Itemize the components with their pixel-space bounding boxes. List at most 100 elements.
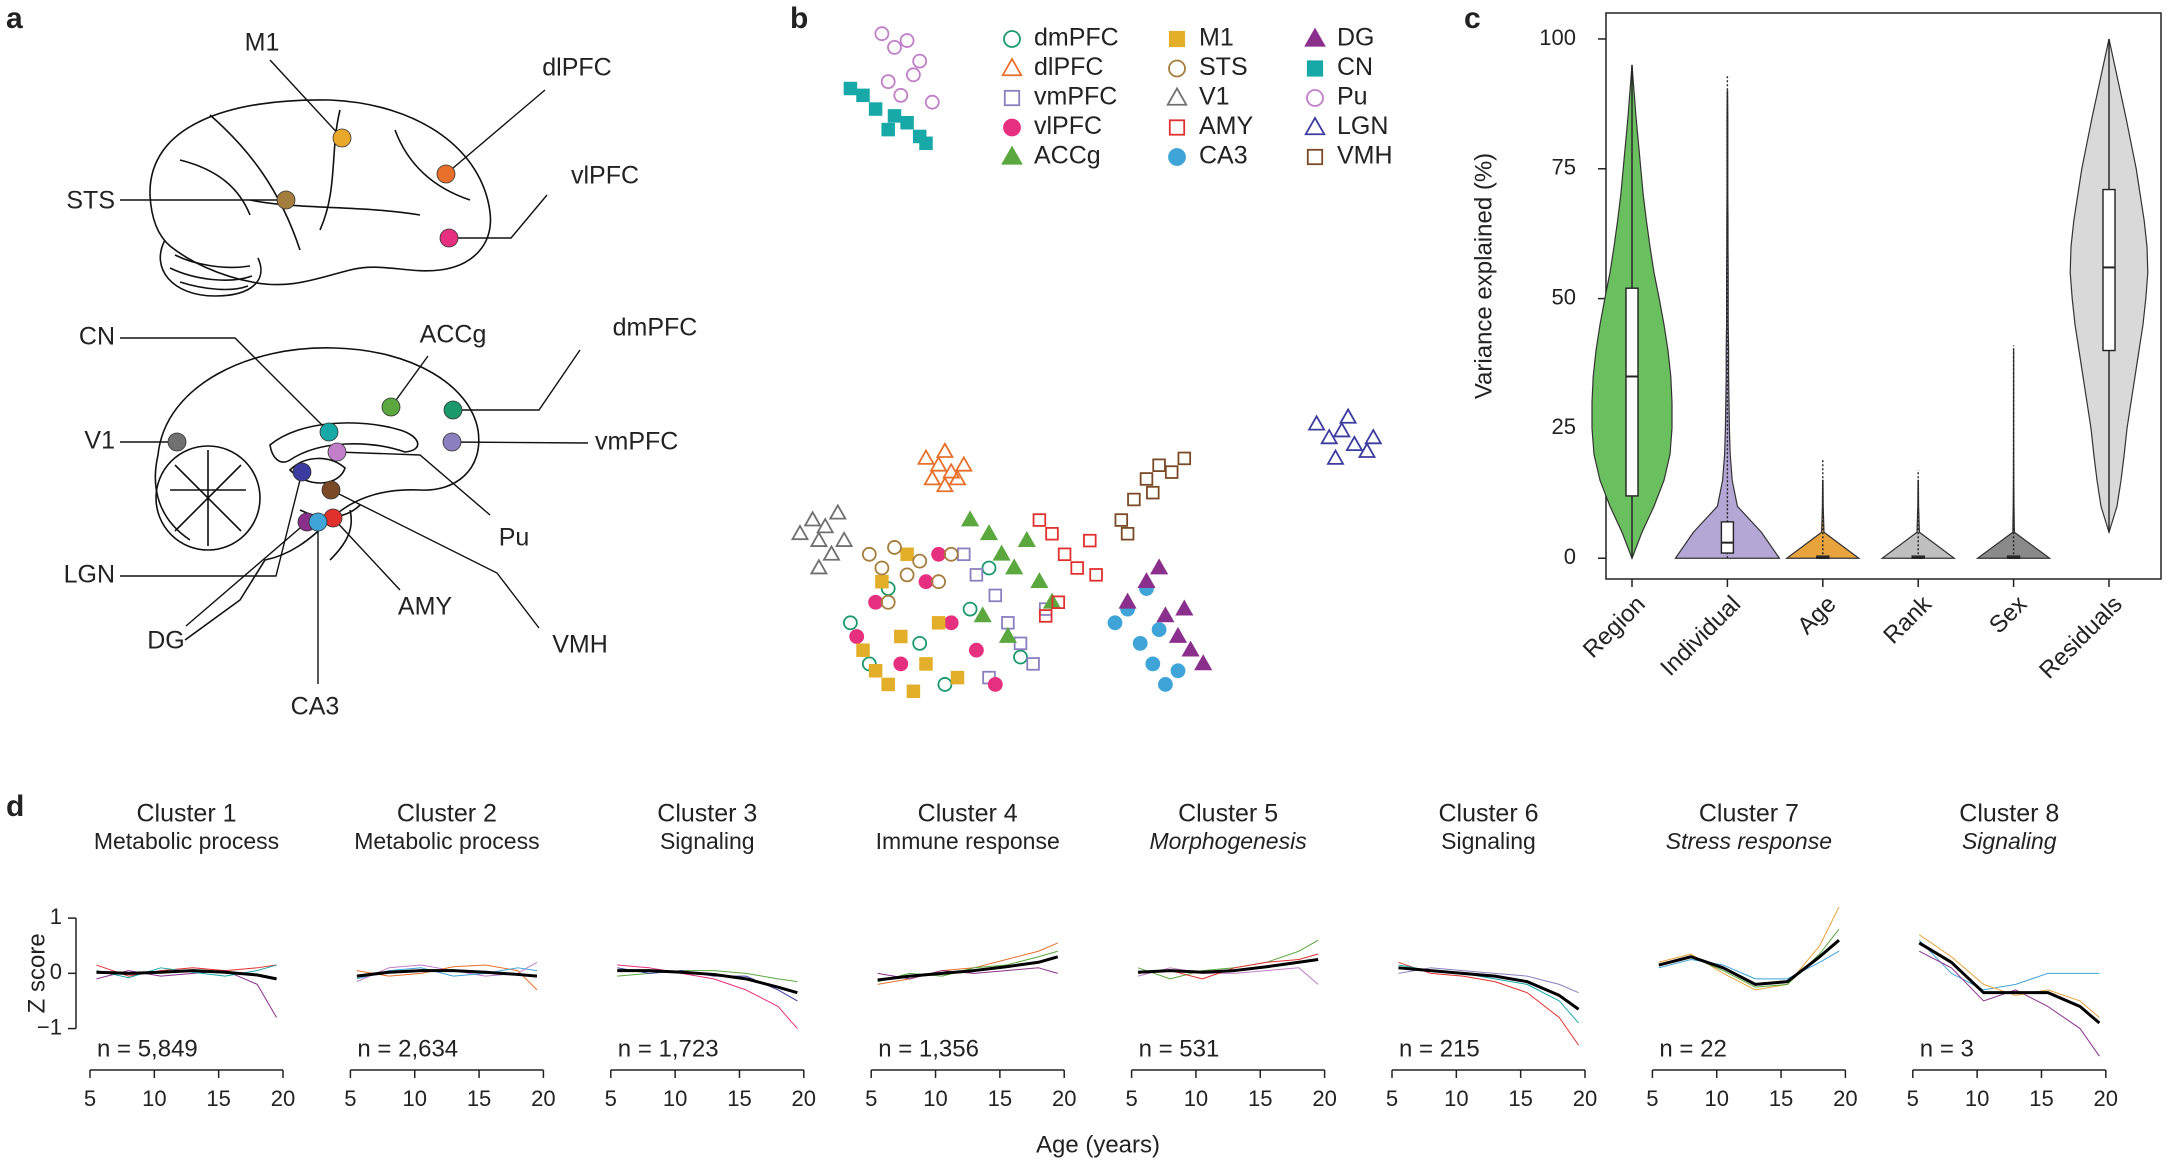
- legend-symbol: [1306, 89, 1324, 107]
- scatter-point: [1170, 663, 1186, 679]
- cluster-line: [356, 969, 538, 978]
- scatter-point: [998, 626, 1017, 643]
- y-tick-label: 0: [1564, 544, 1576, 569]
- legend-label: LGN: [1337, 112, 1388, 140]
- scatter-point: [1114, 513, 1129, 527]
- scatter-point: [1320, 428, 1339, 445]
- scatter-point: [954, 455, 973, 472]
- box: [1625, 287, 1639, 497]
- scatter-point: [1156, 606, 1175, 623]
- x-tick-label: 20: [1312, 1086, 1336, 1111]
- region-dot: [442, 432, 462, 452]
- scatter-point: [942, 462, 961, 479]
- x-tick-label: 10: [142, 1086, 166, 1111]
- n-label: n = 5,849: [97, 1035, 198, 1062]
- x-tick-label: 15: [467, 1086, 491, 1111]
- scatter-point: [1089, 568, 1103, 582]
- scatter-point: [843, 81, 858, 96]
- panel-label: c: [1464, 2, 1481, 35]
- region-dot: [167, 432, 187, 452]
- region-dot: [332, 128, 352, 148]
- x-tick-label: Region: [1578, 591, 1651, 664]
- cluster-title: Cluster 8: [1959, 800, 2059, 828]
- scatter-point: [988, 588, 1003, 603]
- cluster-title: Cluster 7: [1699, 800, 1799, 828]
- leader-line: [120, 471, 303, 577]
- scatter-point: [1132, 635, 1148, 651]
- x-tick-label: Residuals: [2034, 591, 2128, 685]
- brain-drawing: [149, 99, 492, 641]
- cluster-line: [96, 970, 277, 1018]
- y-tick-label: 75: [1552, 155, 1576, 180]
- cluster-line: [356, 967, 538, 980]
- scatter-point: [899, 567, 915, 583]
- scatter-point: [822, 544, 841, 561]
- scatter-point: [894, 629, 908, 644]
- scatter-point: [948, 469, 967, 486]
- y-tick-label: 50: [1552, 284, 1576, 309]
- scatter-point: [1127, 492, 1141, 507]
- cluster-title: Cluster 5: [1178, 800, 1278, 828]
- y-tick-label: −1: [37, 1014, 62, 1039]
- scatter-point: [992, 544, 1011, 561]
- legend-label: M1: [1199, 24, 1234, 52]
- region-label: M1: [245, 29, 280, 57]
- scatter-point: [1137, 572, 1156, 589]
- cluster-subtitle: Morphogenesis: [1149, 828, 1307, 854]
- cluster-line: [96, 969, 277, 981]
- scatter-point: [1168, 626, 1188, 643]
- cluster-line: [1658, 950, 1840, 980]
- y-axis-label: Variance explained (%): [1470, 153, 1497, 399]
- leader-line: [269, 59, 343, 139]
- box: [2102, 188, 2116, 352]
- legend-symbol: [1304, 27, 1326, 47]
- cluster-title: Cluster 2: [397, 800, 497, 828]
- scatter-point: [835, 530, 854, 547]
- legend-label: VMH: [1337, 142, 1393, 170]
- scatter-point: [935, 476, 954, 493]
- region-dot: [308, 512, 328, 532]
- x-tick-label: Individual: [1655, 591, 1746, 682]
- scatter-point: [919, 136, 933, 151]
- cluster-line: [1398, 966, 1580, 1011]
- x-tick-label: 10: [1704, 1086, 1728, 1111]
- scatter-point: [937, 677, 953, 692]
- scatter-point: [900, 116, 914, 130]
- leader-line: [445, 89, 546, 175]
- scatter-point: [929, 455, 948, 472]
- scatter-point: [935, 441, 954, 458]
- legend-label: STS: [1199, 53, 1248, 81]
- scatter-point: [881, 122, 895, 137]
- legend-symbol: [1166, 86, 1188, 106]
- legend-label: vlPFC: [1034, 112, 1102, 140]
- cluster-line: [356, 964, 538, 991]
- scatter-point: [1158, 677, 1173, 692]
- cluster-subtitle: Metabolic process: [94, 828, 279, 854]
- scatter-point: [843, 615, 858, 631]
- region-label: CA3: [291, 693, 340, 721]
- scatter-point: [1146, 485, 1160, 500]
- scatter-point: [861, 546, 877, 562]
- leader-line: [449, 194, 548, 239]
- scatter-point: [943, 546, 959, 562]
- legend-symbol: [1001, 145, 1023, 165]
- leader-line: [185, 521, 308, 627]
- x-tick-label: 5: [1907, 1086, 1919, 1111]
- x-tick-label: 5: [1386, 1086, 1398, 1111]
- scatter-point: [931, 546, 946, 562]
- region-label: dlPFC: [542, 54, 611, 82]
- scatter-point: [924, 94, 940, 110]
- cluster-line: [1137, 958, 1319, 974]
- cluster-subtitle: Signaling: [660, 828, 755, 854]
- x-tick-label: 10: [923, 1086, 947, 1111]
- region-label: AMY: [398, 593, 453, 621]
- scatter-point: [809, 558, 828, 575]
- scatter-point: [900, 547, 914, 562]
- scatter-point: [893, 656, 909, 672]
- region-label: ACCg: [420, 321, 487, 349]
- leader-line: [336, 451, 491, 516]
- scatter-point: [790, 524, 810, 541]
- x-tick-label: 5: [1125, 1086, 1137, 1111]
- scatter-point: [912, 53, 928, 69]
- cluster-line: [1658, 939, 1840, 986]
